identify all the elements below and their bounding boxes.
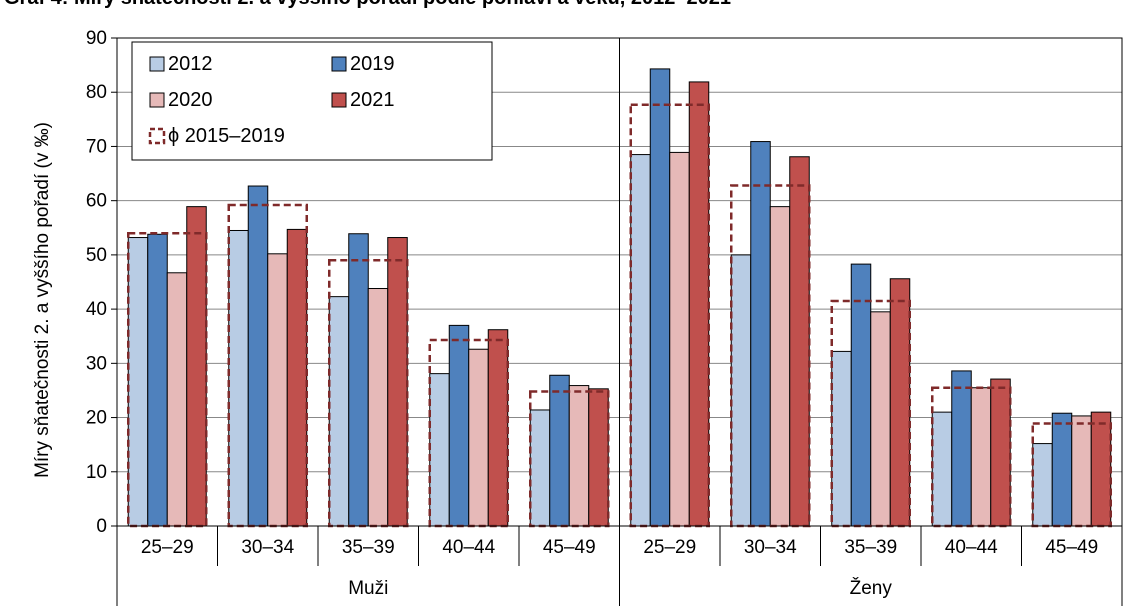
bar-2019	[247, 185, 269, 527]
legend-swatch-2019	[331, 56, 347, 72]
y-tick-label: 50	[86, 245, 107, 266]
y-tick-labels: 0 10 20 30 40 50 60 70 80 90	[86, 28, 107, 537]
x-category-label: 30–34	[744, 537, 797, 558]
legend-frame	[131, 41, 493, 161]
bar-2020	[267, 253, 288, 527]
x-category-label: 45–49	[1045, 537, 1098, 558]
reference-outline	[328, 259, 409, 528]
bar-2020	[568, 385, 590, 527]
bar-2012	[429, 373, 450, 527]
y-tick-label: 30	[86, 353, 107, 374]
bar-2021	[487, 329, 509, 527]
bar-2021	[387, 237, 408, 527]
bar-2019	[649, 68, 671, 527]
y-tick-label: 0	[96, 516, 107, 537]
group-label: Muži	[348, 578, 388, 599]
legend-swatch-2012	[149, 56, 165, 72]
y-axis-label: Míry sňatečnosti 2. a vyššího pořadí (v …	[32, 122, 53, 478]
bar-2012	[931, 411, 953, 527]
bar-2020	[769, 206, 791, 527]
bar-2021	[186, 206, 207, 527]
x-category-label: 25–29	[643, 537, 696, 558]
y-tick-label: 70	[86, 136, 107, 157]
bar-2021	[889, 278, 911, 527]
bar-2012	[630, 154, 651, 527]
y-tick-label: 60	[86, 191, 107, 212]
bar-2019	[147, 233, 168, 527]
y-tick-label: 40	[86, 299, 107, 320]
y-tick-label: 20	[86, 408, 107, 429]
bar-2019	[1051, 412, 1073, 527]
group-label: Ženy	[850, 577, 893, 599]
bars	[127, 68, 1112, 527]
x-category-labels: 25–29 30–34 35–39 40–44 45–49 25–29 30–34 35–39…	[141, 537, 1098, 599]
legend-swatch-2020	[149, 92, 165, 108]
bar-2020	[870, 311, 891, 527]
x-category-label: 40–44	[945, 537, 998, 558]
bar-2012	[1032, 443, 1053, 527]
bar-2019	[951, 370, 972, 527]
legend-label-reference: ϕ 2015–2019	[168, 125, 285, 147]
bar-2020	[1071, 415, 1092, 527]
bar-2020	[367, 288, 389, 527]
bar-2019	[348, 233, 369, 527]
bar-2012	[228, 229, 249, 527]
legend-swatch-reference	[148, 127, 166, 145]
legend-swatch-2021	[331, 92, 347, 108]
bar-2019	[850, 263, 872, 527]
bar-2020	[166, 272, 188, 527]
bar-2012	[127, 237, 149, 527]
reference-outline	[529, 390, 610, 528]
bar-2012	[328, 296, 350, 527]
bar-2012	[831, 350, 852, 527]
reference-outline	[1031, 422, 1112, 528]
legend: 2012 2019 2020 2021 ϕ 2015–2019	[131, 41, 493, 161]
y-tick-label: 90	[86, 28, 107, 49]
legend-label-2021: 2021	[350, 89, 395, 111]
bar-2021	[990, 378, 1011, 527]
y-tick-label: 80	[86, 82, 107, 103]
reference-outline	[629, 103, 710, 528]
bar-2019	[549, 374, 570, 527]
x-category-label: 35–39	[342, 537, 395, 558]
axes	[111, 37, 1123, 606]
bar-2020	[468, 348, 489, 527]
bar-2020	[970, 387, 992, 527]
legend-label-2020: 2020	[168, 89, 213, 111]
x-category-label: 40–44	[442, 537, 495, 558]
bar-2021	[588, 388, 609, 527]
bar-2019	[448, 324, 470, 527]
bar-2021	[1090, 411, 1112, 527]
bar-2021	[688, 81, 710, 527]
bar-2019	[750, 141, 771, 527]
x-category-label: 25–29	[141, 537, 194, 558]
legend-label-2012: 2012	[168, 53, 213, 75]
chart-title: Graf 4: Míry sňatečnosti 2. a vyššího po…	[4, 0, 731, 9]
reference-outline	[227, 203, 308, 528]
bar-2012	[730, 254, 752, 527]
bar-2020	[669, 151, 690, 527]
bar-2021	[286, 228, 308, 527]
x-category-label: 30–34	[241, 537, 294, 558]
bar-2012	[529, 409, 551, 527]
bar-2021	[789, 156, 810, 527]
x-category-label: 45–49	[543, 537, 596, 558]
x-category-label: 35–39	[844, 537, 897, 558]
legend-label-2019: 2019	[350, 53, 395, 75]
y-tick-label: 10	[86, 462, 107, 483]
